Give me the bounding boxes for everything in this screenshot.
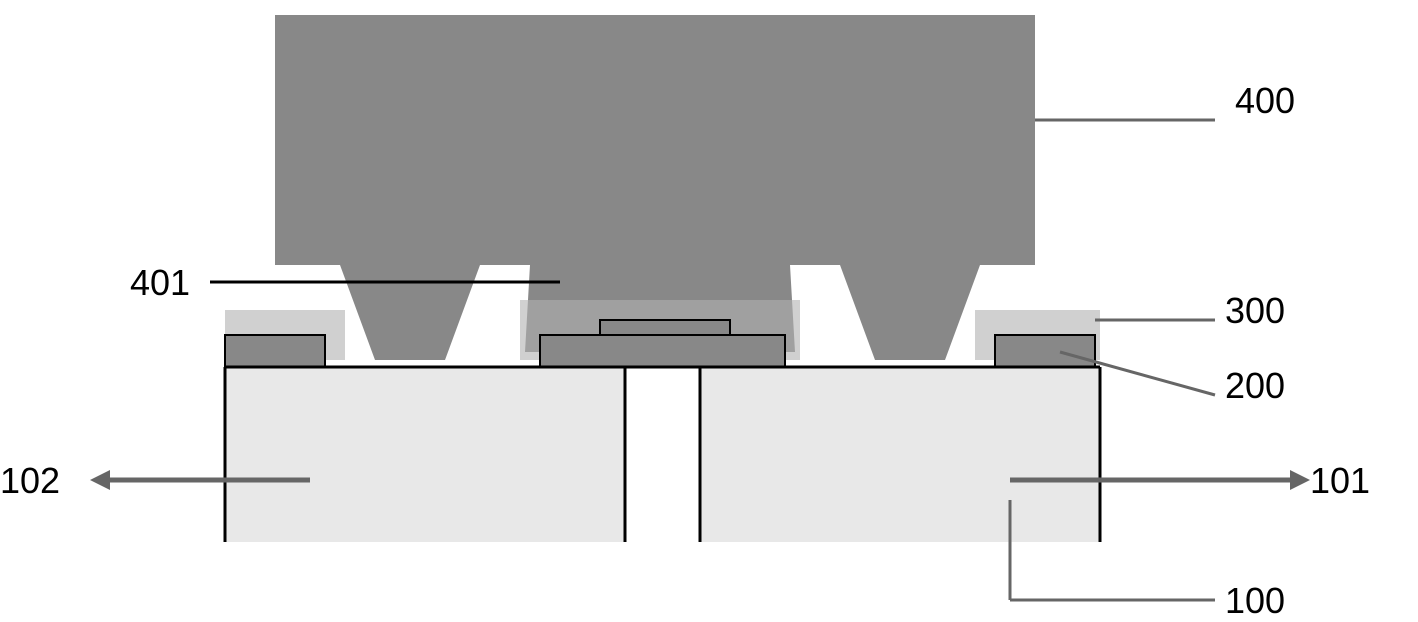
label-200: 200 xyxy=(1225,365,1285,407)
layer-100-right xyxy=(700,367,1100,542)
layer-200-right xyxy=(995,335,1095,367)
label-102: 102 xyxy=(0,460,60,502)
label-300: 300 xyxy=(1225,290,1285,332)
diagram-svg xyxy=(0,0,1418,622)
layer-200-left xyxy=(225,335,325,367)
label-101: 101 xyxy=(1310,460,1370,502)
arrowhead-102 xyxy=(90,470,110,490)
layer-100-left xyxy=(225,367,625,542)
label-400: 400 xyxy=(1235,80,1295,122)
label-401: 401 xyxy=(130,262,190,304)
layer-200-mid xyxy=(540,335,785,367)
label-100: 100 xyxy=(1225,580,1285,622)
arrowhead-101 xyxy=(1290,470,1310,490)
